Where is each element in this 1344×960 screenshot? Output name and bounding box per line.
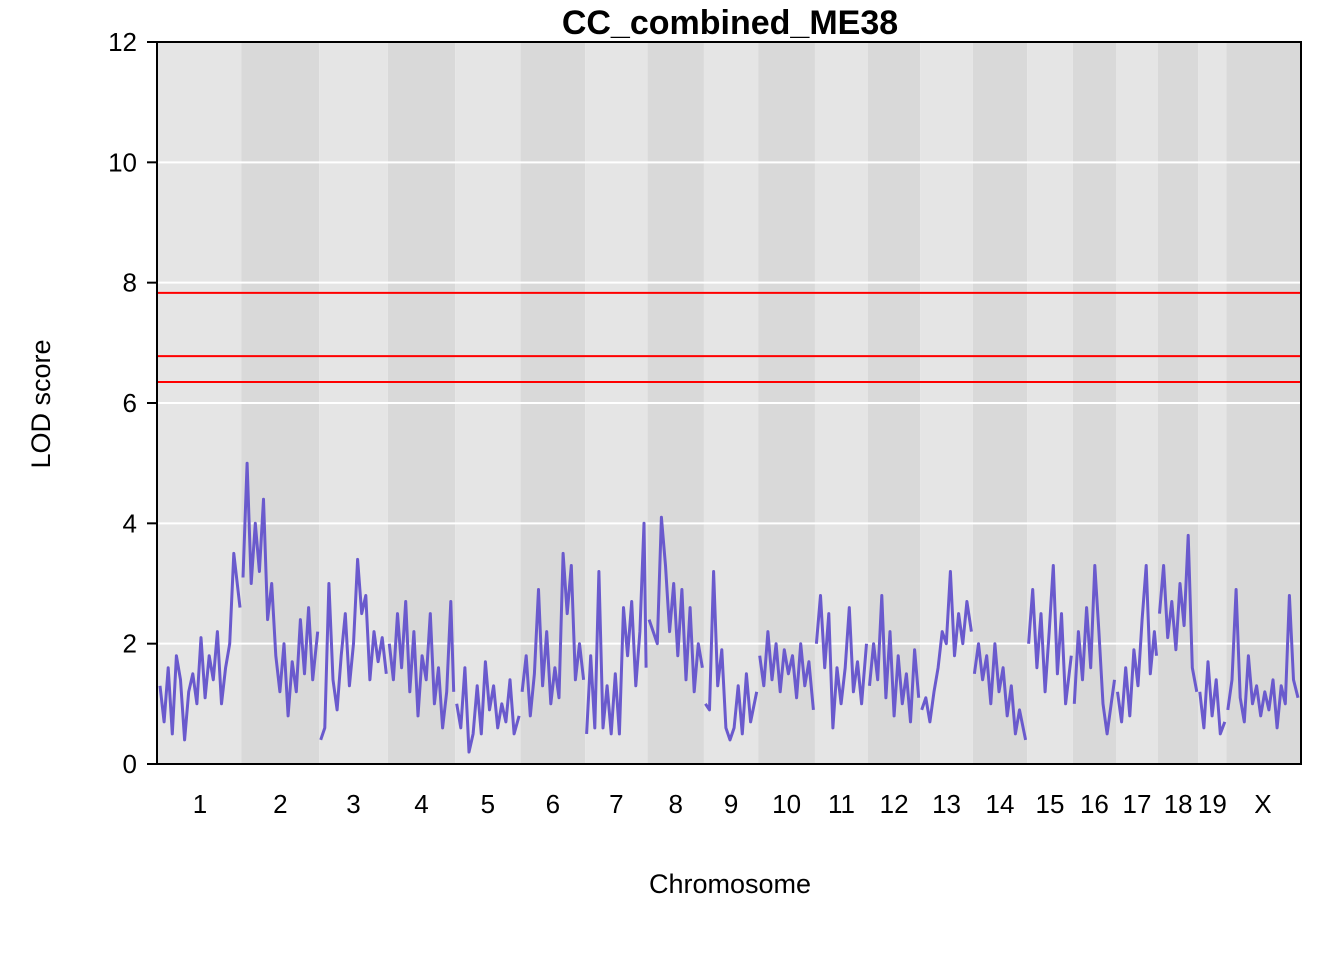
chart-title: CC_combined_ME38	[562, 4, 898, 42]
y-tick-label-0: 0	[123, 749, 137, 779]
lod-line-chr-14	[972, 642, 1028, 741]
lod-line-chr-13	[920, 570, 973, 724]
lod-line-chr-3	[319, 557, 388, 741]
x-tick-label-3: 3	[346, 789, 360, 819]
x-tick-label-17: 17	[1123, 789, 1152, 819]
x-tick-label-14: 14	[986, 789, 1015, 819]
x-tick-label-18: 18	[1164, 789, 1193, 819]
x-tick-label-10: 10	[772, 789, 801, 819]
lod-line-chr-19	[1198, 660, 1227, 736]
x-axis: 1 2 3 4 5 6 7 8 9 10 11 12 13 14 15 16 17 18 19 X	[193, 789, 1272, 819]
lod-line-chr-11	[814, 594, 868, 730]
lod-line-chr-5	[455, 660, 521, 754]
x-tick-label-7: 7	[609, 789, 623, 819]
x-tick-label-1: 1	[193, 789, 207, 819]
x-tick-label-5: 5	[481, 789, 495, 819]
lod-line-chr-17	[1116, 564, 1158, 724]
lod-line-chr-6	[520, 551, 586, 718]
lod-line-chr-4	[387, 600, 456, 730]
x-tick-label-15: 15	[1036, 789, 1065, 819]
x-tick-label-13: 13	[932, 789, 961, 819]
x-axis-label: Chromosome	[649, 869, 811, 899]
lod-series	[158, 461, 1300, 754]
x-tick-label-8: 8	[669, 789, 683, 819]
y-tick-label-4: 4	[123, 508, 137, 538]
lod-line-chr-2	[241, 461, 320, 718]
y-tick-label-2: 2	[123, 629, 137, 659]
y-tick-label-10: 10	[108, 147, 137, 177]
x-tick-label-X: X	[1254, 789, 1271, 819]
y-axis-label: LOD score	[26, 339, 56, 468]
x-tick-label-12: 12	[880, 789, 909, 819]
x-tick-label-6: 6	[546, 789, 560, 819]
lod-line-chr-7	[585, 521, 648, 736]
y-tick-label-8: 8	[123, 268, 137, 298]
lod-line-chr-16	[1072, 564, 1116, 736]
lod-line-chr-12	[868, 594, 921, 724]
significance-thresholds	[157, 291, 1301, 383]
x-tick-label-19: 19	[1198, 789, 1227, 819]
x-tick-label-11: 11	[828, 789, 855, 819]
y-axis: 0 2 4 6 8 10 12	[108, 27, 157, 779]
x-tick-label-2: 2	[273, 789, 287, 819]
lod-line-chr-1	[158, 551, 242, 742]
x-tick-label-9: 9	[724, 789, 738, 819]
y-tick-label-6: 6	[123, 388, 137, 418]
lod-line-chr-15	[1027, 564, 1073, 706]
x-tick-label-4: 4	[414, 789, 428, 819]
y-tick-label-12: 12	[108, 27, 137, 57]
lod-line-chr-9	[704, 570, 759, 742]
lod-line-chr-10	[758, 630, 815, 711]
lod-line-chr-18	[1158, 533, 1199, 693]
lod-line-chr-X	[1226, 588, 1300, 730]
lod-line-chr-8	[647, 515, 704, 694]
x-tick-label-16: 16	[1080, 789, 1109, 819]
